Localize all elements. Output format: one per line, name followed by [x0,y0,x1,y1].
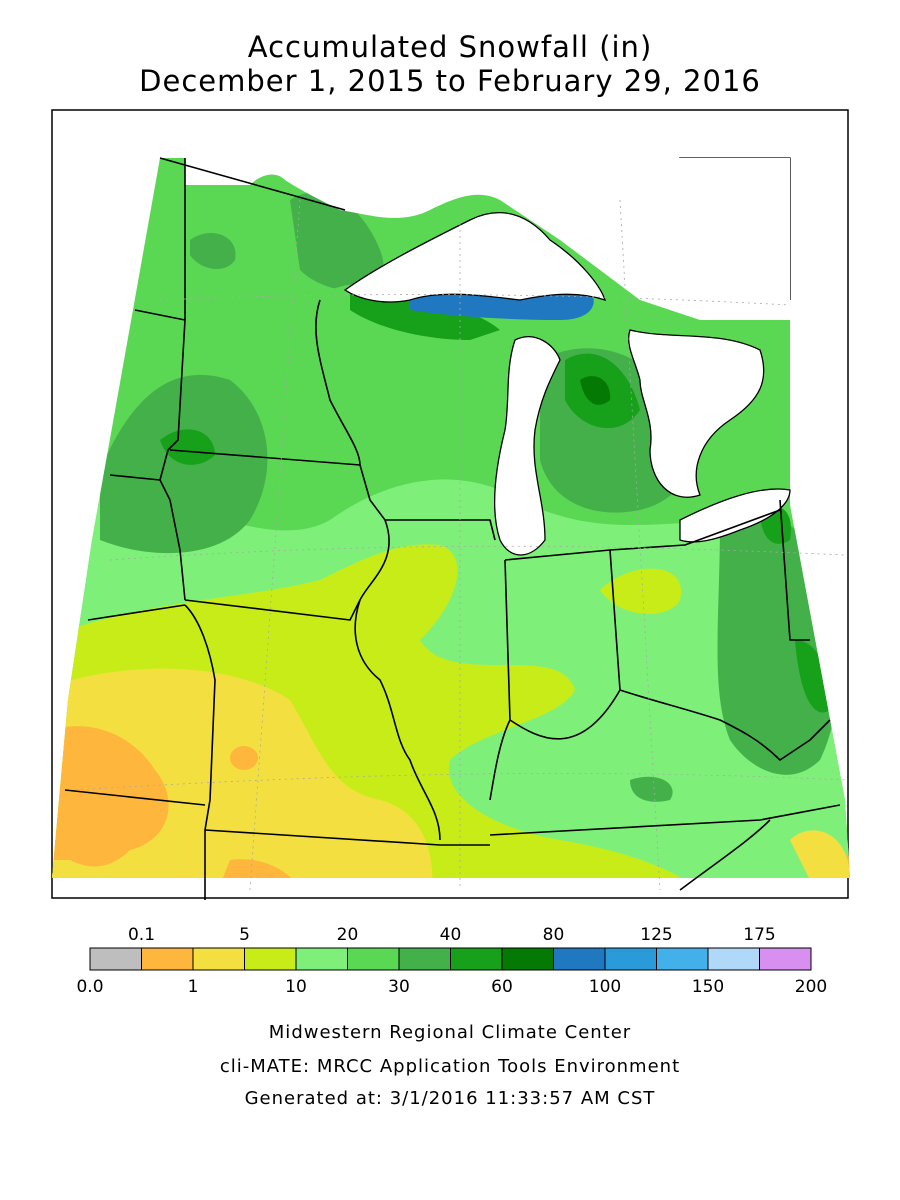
contour-0.1-1-west [52,726,169,867]
contour-0.1-1-spot [230,746,258,770]
border-ky-tn [489,804,841,836]
contour-30-40-nw [190,232,236,270]
legend-bottom-label: 150 [692,977,724,997]
contour-60-80 [580,376,611,405]
legend-bottom-label: 60 [491,977,513,997]
border-mo-ar [204,829,490,846]
border-mn-nd [159,158,186,601]
border-pa-oh [779,499,810,641]
contour-1-5 [52,668,433,878]
canada-white [185,158,790,320]
legend-swatch [347,947,400,971]
lake-michigan [493,336,561,556]
graticule [74,199,849,891]
lake-huron [628,329,765,498]
legend-top-label: 125 [640,925,672,945]
border-nd-sd [134,309,186,321]
border-ks-ok [64,789,206,806]
legend-swatch [450,947,503,971]
legend-top-label: 80 [543,925,565,945]
footer-tool: cli-MATE: MRCC Application Tools Environ… [219,1056,681,1077]
border-wi-il [385,519,496,541]
legend-bottom-label: 30 [388,977,410,997]
border-mn-ia [169,449,386,521]
border-il-mo [354,519,441,841]
footer-center: Midwestern Regional Climate Center [268,1022,632,1043]
contour-1-5-east [790,830,850,878]
snowfall-map: 0.1 5 20 40 80 125 175 0.0 1 10 30 60 100 150 200 [51,109,850,997]
border-il-in [489,559,511,801]
contour-40-60-mn [160,429,215,465]
border-oh-ky [509,689,831,761]
footer-timestamp: Generated at: 3/1/2016 11:33:57 AM CST [244,1088,656,1109]
border-mn-wi [315,299,361,466]
legend-swatch [192,947,245,971]
contour-40-60-wv [795,640,831,713]
legend-bottom-label: 200 [795,977,827,997]
lake-superior [343,211,607,303]
contour-30-40-minnesota [100,374,268,554]
map-subtitle: December 1, 2015 to February 29, 2016 [139,64,761,98]
legend-top-label: 5 [239,925,250,945]
legend-top-label: 0.1 [128,925,155,945]
legend-swatch [501,947,554,971]
legend-swatch [553,947,606,971]
legend-bottom-labels: 0.0 1 10 30 60 100 150 200 [76,977,827,997]
legend-bottom-label: 100 [589,977,621,997]
border-mi-oh [609,509,781,551]
legend-top-label: 40 [440,925,462,945]
border-tn-nc [679,819,771,891]
legend-top-labels: 0.1 5 20 40 80 125 175 [128,925,776,945]
legend-swatch [656,947,709,971]
legend-swatch [89,947,142,971]
legend-swatch [244,947,297,971]
border-sd-ne [109,474,161,481]
border-ks-mo [184,604,216,900]
border-ia-mo [184,599,361,621]
state-borders [64,157,841,900]
legend-swatch [604,947,657,971]
contour-30-40-arrowhead [290,192,384,291]
legend-swatches [89,947,812,971]
legend-top-label: 20 [337,925,359,945]
lake-erie [679,488,791,543]
contour-5-10-ohio [600,568,682,614]
legend-bottom-label: 0.0 [76,977,103,997]
legend-bottom-label: 10 [285,977,307,997]
legend-swatch [295,947,348,971]
border-ne-ks [87,604,186,621]
legend-bottom-label: 1 [188,977,199,997]
legend-swatch [759,947,812,971]
map-title: Accumulated Snowfall (in) [247,30,653,64]
border-canada-west [159,157,346,211]
contour-30-40-ky [630,776,673,802]
legend: 0.1 5 20 40 80 125 175 0.0 1 10 30 60 100 150 200 [76,925,827,997]
legend-top-label: 175 [743,925,775,945]
legend-swatch [707,947,760,971]
legend-swatch [141,947,194,971]
legend-swatch [398,947,451,971]
contour-0.1-1-south [210,859,310,878]
